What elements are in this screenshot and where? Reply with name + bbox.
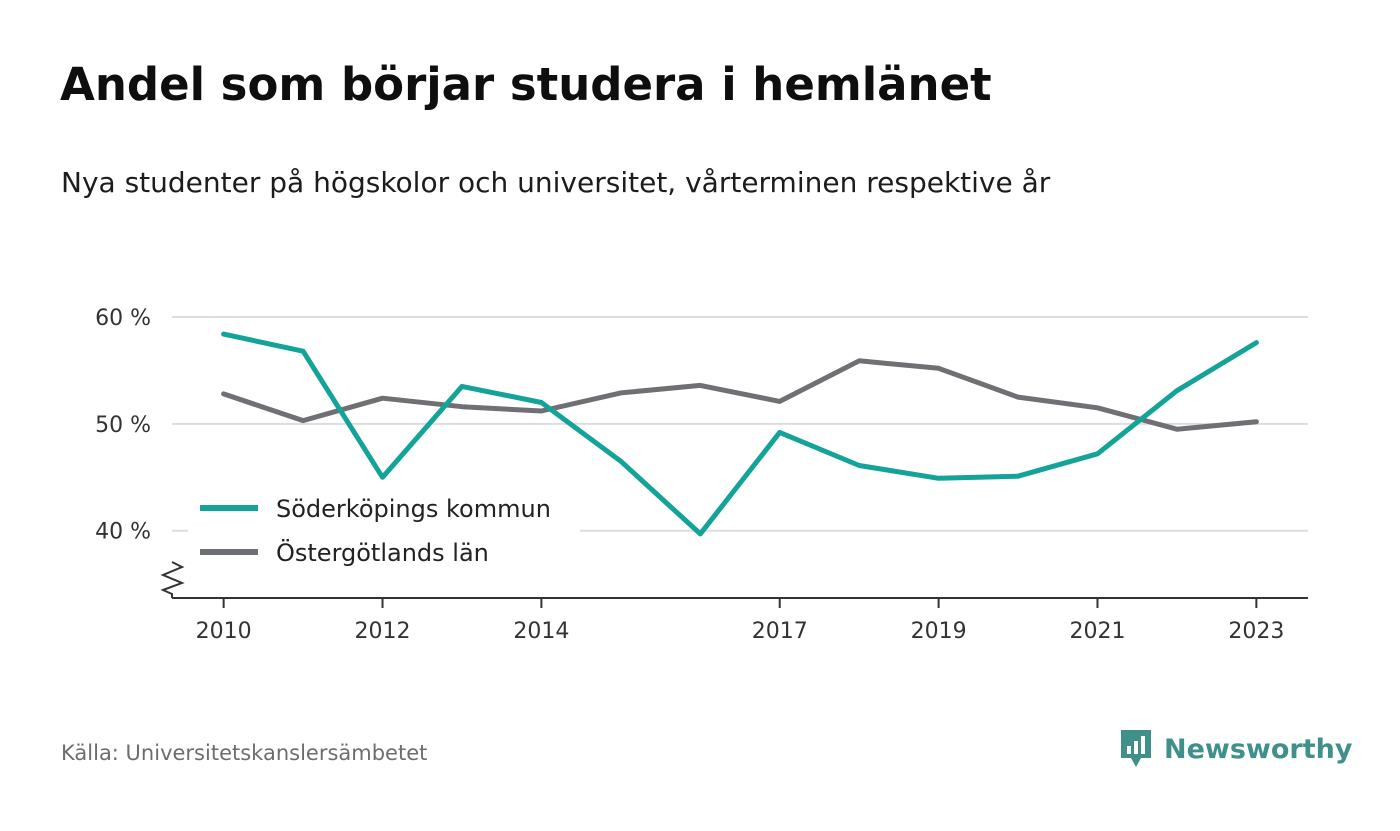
x-tick-label: 2017 — [752, 619, 808, 644]
newsworthy-logo-icon — [1121, 730, 1151, 767]
x-tick-label: 2012 — [355, 619, 411, 644]
line-chart: 40 % 50 % 60 % 2010 2012 2014 2017 2019 2021 2023… — [95, 306, 1308, 644]
series-line-1 — [221, 331, 1259, 537]
series-line-2 — [221, 358, 1259, 432]
brand-logo: Newsworthy — [1118, 727, 1352, 771]
legend-label: Östergötlands län — [276, 538, 489, 567]
axes: 40 % 50 % 60 % 2010 2012 2014 2017 2019 2021 2023 — [95, 306, 1308, 644]
y-tick-label: 50 % — [95, 413, 151, 438]
source-note: Källa: Universitetskanslersämbetet — [61, 741, 428, 765]
y-axis-break-icon — [160, 561, 185, 598]
series-lines — [221, 331, 1259, 537]
legend-background — [188, 484, 580, 574]
x-tick-label: 2023 — [1228, 619, 1284, 644]
x-tick-label: 2014 — [513, 619, 569, 644]
legend-label: Söderköpings kommun — [276, 495, 551, 523]
x-tick-label: 2010 — [196, 619, 252, 644]
brand-name: Newsworthy — [1164, 733, 1353, 765]
x-tick-label: 2019 — [911, 619, 967, 644]
y-tick-label: 40 % — [95, 520, 151, 545]
y-tick-label: 60 % — [95, 306, 151, 331]
chart-subtitle: Nya studenter på högskolor och universit… — [61, 166, 1051, 199]
chart-title: Andel som börjar studera i hemlänet — [60, 58, 992, 111]
x-tick-label: 2021 — [1069, 619, 1125, 644]
legend: Söderköpings kommun Östergötlands län — [188, 484, 580, 574]
